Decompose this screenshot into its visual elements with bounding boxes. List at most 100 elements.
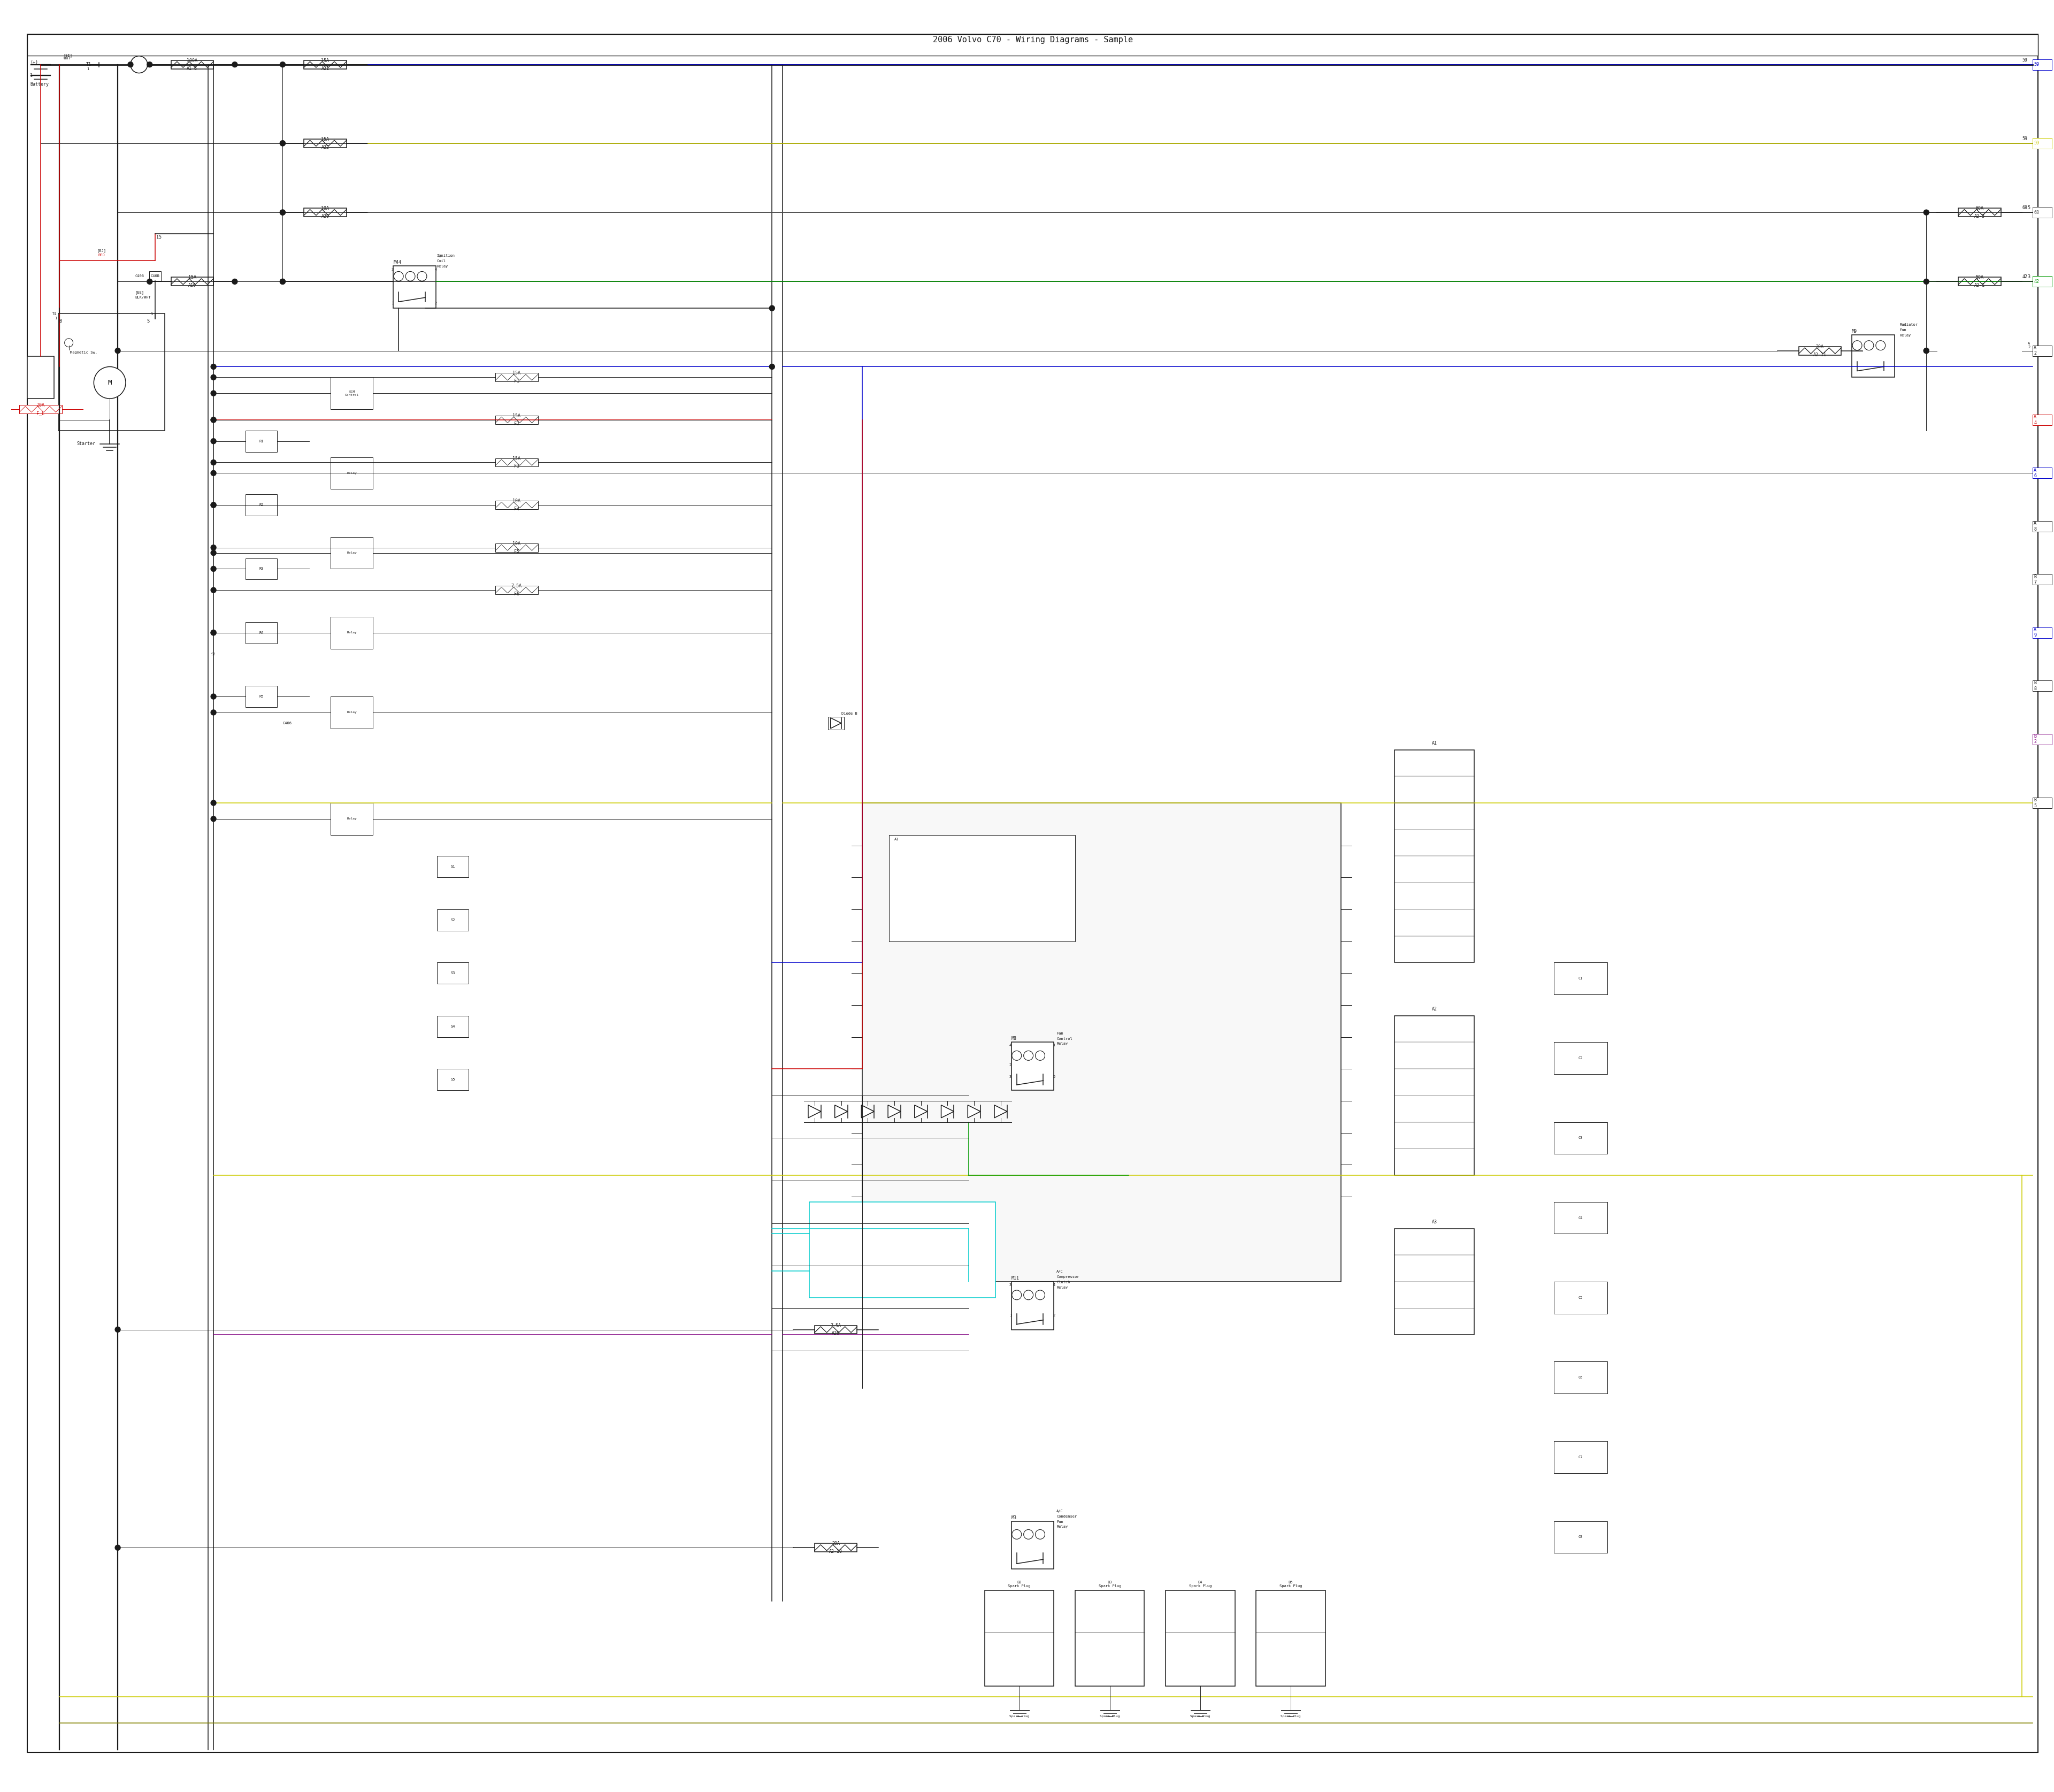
Text: Spark Plug: Spark Plug (1009, 1715, 1029, 1719)
Text: A3: A3 (1432, 1219, 1438, 1224)
Text: Starter: Starter (76, 441, 94, 446)
Bar (1957, 208, 2001, 217)
Bar (1257, 1590, 1325, 1686)
Bar (495, 416, 538, 425)
Text: 1: 1 (390, 301, 394, 305)
Bar (304, 140, 347, 147)
Bar (1555, 1281, 1606, 1314)
Text: 3: 3 (2027, 274, 2029, 280)
Bar (244, 557, 277, 579)
Text: 10A: 10A (514, 541, 522, 547)
Circle shape (115, 1545, 121, 1550)
Bar (1167, 1590, 1234, 1686)
Circle shape (232, 280, 238, 285)
Bar (331, 538, 374, 568)
Text: 3: 3 (1009, 1075, 1011, 1079)
Text: R2: R2 (259, 504, 263, 507)
Bar (0, 346, 8, 357)
Text: M: M (107, 380, 111, 385)
Text: Relay: Relay (347, 471, 357, 475)
Text: C7: C7 (1577, 1455, 1584, 1459)
Text: 15A: 15A (320, 136, 329, 142)
Circle shape (1875, 340, 1886, 349)
Bar (244, 495, 277, 516)
Text: 59: 59 (2021, 136, 2027, 142)
Circle shape (212, 418, 216, 423)
Text: C6: C6 (1577, 1376, 1584, 1380)
Circle shape (770, 305, 774, 310)
Text: R5: R5 (259, 695, 263, 699)
Text: 10A: 10A (514, 498, 522, 504)
Text: 15A: 15A (514, 455, 522, 461)
Text: S4: S4 (450, 1025, 456, 1029)
Bar (828, 717, 844, 729)
Text: 42: 42 (2021, 274, 2027, 280)
Text: 15A: 15A (320, 57, 329, 63)
Text: S2: S2 (450, 918, 456, 921)
Text: 1: 1 (55, 317, 58, 321)
Text: S1: S1 (450, 866, 456, 869)
Bar (1555, 1521, 1606, 1554)
Text: Fan: Fan (1900, 328, 1906, 332)
Circle shape (212, 439, 216, 444)
Circle shape (1853, 340, 1863, 349)
Text: 20A: 20A (1816, 344, 1824, 349)
Text: 15A: 15A (514, 371, 522, 376)
Bar (0, 276, 8, 287)
Text: A/C: A/C (1056, 1271, 1064, 1272)
Text: A26: A26 (832, 1331, 840, 1337)
Polygon shape (941, 1106, 953, 1118)
Circle shape (279, 140, 286, 145)
Text: Relay: Relay (347, 631, 357, 634)
Circle shape (131, 56, 148, 73)
Text: 1: 1 (1054, 1045, 1056, 1047)
Text: A16: A16 (189, 283, 197, 289)
Text: 60A: 60A (1976, 206, 1984, 211)
Bar (2033, 733, 2052, 744)
Bar (1011, 1281, 1054, 1330)
Text: B5
Spark Plug: B5 Spark Plug (1280, 1581, 1302, 1588)
Text: F6: F6 (514, 591, 520, 597)
Text: Diode B: Diode B (842, 711, 857, 715)
Bar (27, 357, 53, 398)
Text: A
4: A 4 (2033, 414, 2036, 425)
Bar (331, 697, 374, 728)
Bar (1957, 278, 2001, 287)
Circle shape (1035, 1050, 1045, 1061)
Bar (244, 686, 277, 708)
Text: A
8: A 8 (2033, 521, 2036, 532)
Text: 1: 1 (150, 312, 152, 315)
Polygon shape (807, 1106, 822, 1118)
Text: 50A: 50A (1976, 276, 1984, 280)
Circle shape (1925, 280, 1929, 285)
Text: Spark Plug: Spark Plug (1280, 1715, 1300, 1719)
Text: 1: 1 (1009, 1314, 1011, 1317)
Text: 15A: 15A (189, 276, 197, 280)
Bar (170, 278, 214, 287)
Circle shape (1925, 348, 1929, 353)
Text: T4: T4 (53, 312, 58, 315)
Bar (244, 430, 277, 452)
Text: A1: A1 (893, 837, 900, 840)
Text: (+): (+) (31, 59, 37, 65)
Text: Relay: Relay (1900, 333, 1910, 337)
Bar (495, 586, 538, 595)
Circle shape (1035, 1290, 1045, 1299)
Text: 1: 1 (86, 66, 88, 70)
Text: C5: C5 (1577, 1296, 1584, 1299)
Text: 4: 4 (1009, 1045, 1011, 1047)
Text: F1: F1 (514, 378, 520, 383)
Text: S3: S3 (450, 971, 456, 975)
Text: B
7: B 7 (2033, 573, 2036, 584)
Text: Magnetic Sw.: Magnetic Sw. (70, 351, 97, 355)
Text: [EE]: [EE] (136, 290, 144, 294)
Bar (809, 1202, 996, 1297)
Text: 5: 5 (2027, 206, 2029, 210)
Text: A1-6: A1-6 (187, 66, 197, 72)
Text: A21: A21 (320, 66, 329, 72)
Text: 4: 4 (435, 267, 438, 271)
Polygon shape (834, 1106, 848, 1118)
Text: F_L: F_L (37, 410, 45, 416)
Polygon shape (887, 1106, 902, 1118)
Circle shape (1023, 1050, 1033, 1061)
